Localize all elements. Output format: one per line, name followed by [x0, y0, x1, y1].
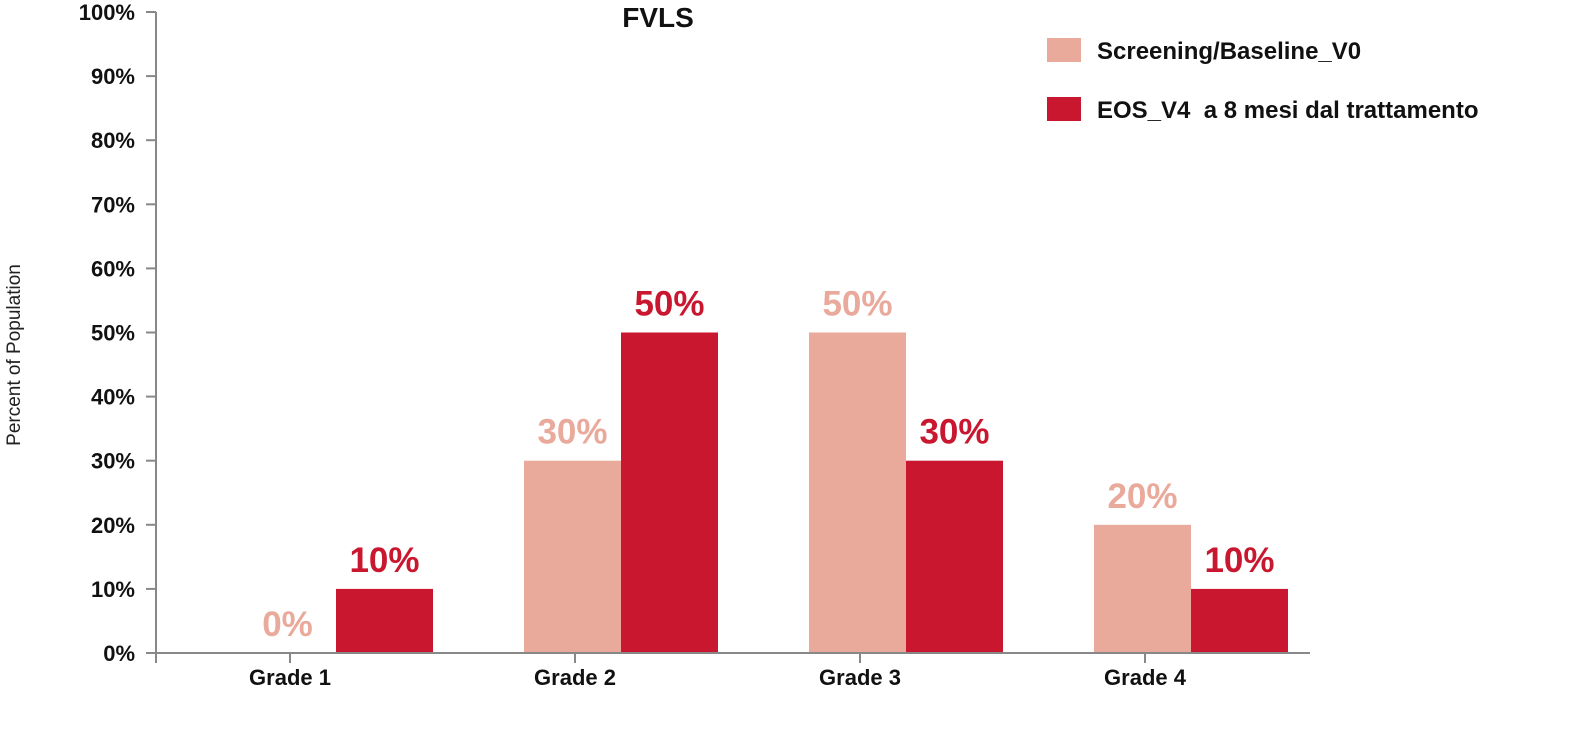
y-tick-label: 80% [91, 128, 135, 153]
y-tick-label: 10% [91, 577, 135, 602]
y-axis-label: Percent of Population [4, 264, 25, 446]
bar-eos-4 [1191, 588, 1288, 653]
y-tick-label: 70% [91, 192, 135, 217]
data-label-eos-3: 30% [919, 413, 989, 452]
legend-swatch-baseline [1047, 38, 1081, 62]
legend: Screening/Baseline_V0 EOS_V4 a 8 mesi da… [1047, 38, 1478, 124]
y-axis-ticks: 0% 10% 20% 30% 40% 50% 60% 70% 80% 90% 100% [79, 0, 156, 666]
data-label-baseline-2: 30% [537, 413, 607, 452]
y-tick-label: 100% [79, 0, 135, 25]
x-category-label: Grade 4 [1104, 665, 1187, 690]
y-tick-label: 30% [91, 449, 135, 474]
data-label-eos-4: 10% [1204, 541, 1274, 580]
y-tick-label: 40% [91, 385, 135, 410]
legend-swatch-eos [1047, 97, 1081, 121]
bar-eos-1 [336, 588, 433, 653]
legend-label-eos: EOS_V4 a 8 mesi dal trattamento [1097, 97, 1478, 124]
data-labels: 0% 10% 30% 50% 50% 30% 20% 10% [262, 285, 1274, 645]
x-category-label: Grade 1 [249, 665, 331, 690]
x-category-label: Grade 3 [819, 665, 901, 690]
y-tick-label: 50% [91, 321, 135, 346]
legend-label-baseline: Screening/Baseline_V0 [1097, 38, 1361, 65]
bar-baseline-3 [809, 332, 906, 653]
y-tick-label: 20% [91, 513, 135, 538]
x-axis: Grade 1 Grade 2 Grade 3 Grade 4 [155, 653, 1187, 690]
data-label-eos-1: 10% [349, 541, 419, 580]
chart-title: FVLS [622, 2, 694, 33]
y-tick-label: 60% [91, 256, 135, 281]
bar-baseline-2 [524, 460, 621, 653]
bars [336, 332, 1288, 653]
bar-eos-3 [906, 460, 1003, 653]
x-category-label: Grade 2 [534, 665, 616, 690]
bar-eos-2 [621, 332, 718, 653]
data-label-baseline-3: 50% [822, 285, 892, 324]
data-label-baseline-1: 0% [262, 605, 313, 644]
y-tick-label: 0% [103, 641, 135, 666]
data-label-eos-2: 50% [634, 285, 704, 324]
bar-baseline-4 [1094, 524, 1191, 653]
data-label-baseline-4: 20% [1107, 477, 1177, 516]
y-tick-label: 90% [91, 64, 135, 89]
